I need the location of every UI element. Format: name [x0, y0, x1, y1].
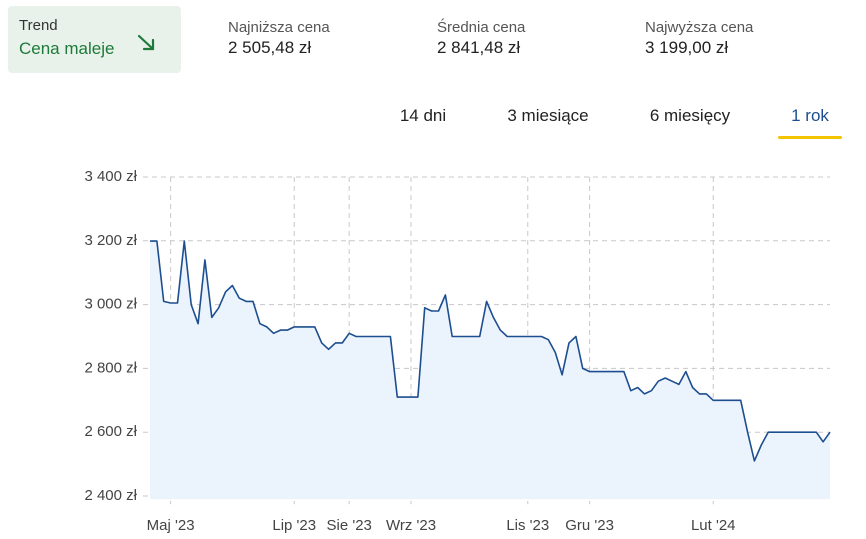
trend-arrow	[137, 34, 155, 51]
y-tick-label: 2 800 zł	[84, 359, 137, 376]
x-tick-label: Wrz '23	[386, 517, 436, 534]
x-tick-label: Lut '24	[691, 517, 736, 534]
price-line	[150, 240, 831, 462]
y-tick-label: 2 400 zł	[84, 487, 137, 504]
stat-value: 2 841,48 zł	[437, 38, 521, 57]
trend-label: Trend	[19, 17, 58, 34]
stat-label: Średnia cena	[437, 19, 526, 36]
trend-box: Trend Cena maleje	[8, 6, 181, 73]
x-tick-label: Gru '23	[565, 517, 614, 534]
price-area	[150, 241, 830, 500]
stat-value: 3 199,00 zł	[645, 38, 729, 57]
time-range-tab[interactable]: 6 miesięcy	[649, 106, 731, 125]
chart: 2 400 zł 2 600 zł 2 800 zł 3 000 zł 3 200 zł…	[84, 168, 831, 534]
time-range-tab[interactable]: 14 dni	[399, 106, 447, 125]
y-tick-label: 2 600 zł	[84, 423, 137, 440]
time-range-tab[interactable]: 3 miesiące	[507, 106, 589, 125]
time-range-tab[interactable]: 1 rok	[791, 106, 829, 125]
stat-label: Najwyższa cena	[645, 19, 754, 36]
stat-label: Najniższa cena	[228, 19, 330, 36]
x-tick-label: Lip '23	[272, 517, 316, 534]
x-tick-label: Sie '23	[326, 517, 371, 534]
x-tick-label: Maj '23	[147, 517, 195, 534]
y-tick-label: 3 200 zł	[84, 232, 137, 249]
x-tick-label: Lis '23	[506, 517, 549, 534]
y-tick-label: 3 400 zł	[84, 168, 137, 185]
trend-value: Cena maleje	[19, 39, 115, 58]
stat-value: 2 505,48 zł	[228, 38, 312, 57]
y-tick-label: 3 000 zł	[84, 296, 137, 313]
active-tab-underline	[778, 136, 842, 139]
